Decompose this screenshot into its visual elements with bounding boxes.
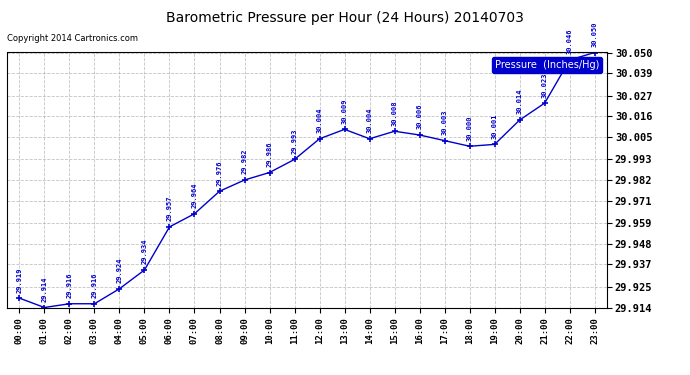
Text: 30.050: 30.050 xyxy=(592,21,598,47)
Text: 29.914: 29.914 xyxy=(41,276,48,302)
Text: 29.986: 29.986 xyxy=(266,141,273,167)
Pressure  (Inches/Hg) xyxy=(15,296,23,300)
Pressure  (Inches/Hg) xyxy=(290,157,299,162)
Text: 30.009: 30.009 xyxy=(342,98,348,124)
Text: 30.023: 30.023 xyxy=(542,72,548,98)
Pressure  (Inches/Hg) xyxy=(140,268,148,272)
Text: 30.046: 30.046 xyxy=(566,29,573,54)
Pressure  (Inches/Hg) xyxy=(340,127,348,132)
Text: 30.008: 30.008 xyxy=(392,100,397,126)
Text: Barometric Pressure per Hour (24 Hours) 20140703: Barometric Pressure per Hour (24 Hours) … xyxy=(166,11,524,25)
Text: 29.993: 29.993 xyxy=(292,128,297,154)
Text: 30.006: 30.006 xyxy=(417,104,422,129)
Pressure  (Inches/Hg) xyxy=(491,142,499,147)
Text: 30.001: 30.001 xyxy=(492,113,497,139)
Pressure  (Inches/Hg) xyxy=(391,129,399,134)
Pressure  (Inches/Hg) xyxy=(66,302,74,306)
Text: 29.964: 29.964 xyxy=(192,183,197,208)
Pressure  (Inches/Hg) xyxy=(40,305,48,310)
Text: 29.924: 29.924 xyxy=(117,258,122,283)
Text: 29.976: 29.976 xyxy=(217,160,222,186)
Pressure  (Inches/Hg) xyxy=(166,225,174,229)
Text: 29.916: 29.916 xyxy=(92,273,97,298)
Text: 30.014: 30.014 xyxy=(517,89,522,114)
Pressure  (Inches/Hg) xyxy=(466,144,474,148)
Text: 29.916: 29.916 xyxy=(66,273,72,298)
Pressure  (Inches/Hg) xyxy=(440,138,449,143)
Text: 30.004: 30.004 xyxy=(366,108,373,133)
Line: Pressure  (Inches/Hg): Pressure (Inches/Hg) xyxy=(16,49,598,311)
Pressure  (Inches/Hg) xyxy=(415,133,424,137)
Pressure  (Inches/Hg) xyxy=(240,178,248,182)
Text: 30.003: 30.003 xyxy=(442,110,448,135)
Pressure  (Inches/Hg) xyxy=(115,286,124,291)
Pressure  (Inches/Hg) xyxy=(566,58,574,62)
Pressure  (Inches/Hg) xyxy=(591,50,599,55)
Legend: Pressure  (Inches/Hg): Pressure (Inches/Hg) xyxy=(492,57,602,73)
Text: 29.957: 29.957 xyxy=(166,196,172,221)
Pressure  (Inches/Hg) xyxy=(515,118,524,122)
Text: 29.919: 29.919 xyxy=(17,267,22,292)
Pressure  (Inches/Hg) xyxy=(215,189,224,194)
Text: Copyright 2014 Cartronics.com: Copyright 2014 Cartronics.com xyxy=(7,34,138,43)
Text: 30.004: 30.004 xyxy=(317,108,322,133)
Pressure  (Inches/Hg) xyxy=(315,136,324,141)
Pressure  (Inches/Hg) xyxy=(190,211,199,216)
Pressure  (Inches/Hg) xyxy=(540,101,549,105)
Text: 30.000: 30.000 xyxy=(466,115,473,141)
Pressure  (Inches/Hg) xyxy=(266,170,274,175)
Text: 29.934: 29.934 xyxy=(141,239,148,264)
Pressure  (Inches/Hg) xyxy=(366,136,374,141)
Text: 29.982: 29.982 xyxy=(241,149,248,174)
Pressure  (Inches/Hg) xyxy=(90,302,99,306)
